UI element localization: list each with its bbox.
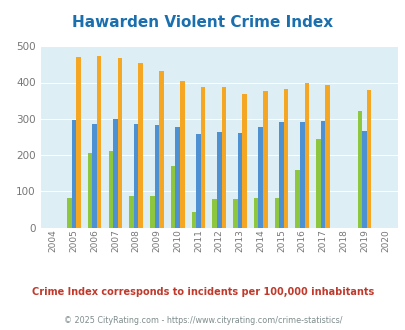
Bar bbox=[221, 87, 226, 228]
Bar bbox=[237, 133, 242, 228]
Bar bbox=[138, 63, 143, 228]
Bar bbox=[357, 111, 362, 228]
Bar bbox=[92, 123, 97, 228]
Bar bbox=[200, 87, 205, 228]
Text: Crime Index corresponds to incidents per 100,000 inhabitants: Crime Index corresponds to incidents per… bbox=[32, 287, 373, 297]
Bar bbox=[67, 198, 71, 228]
Bar bbox=[242, 94, 246, 228]
Bar bbox=[117, 58, 122, 228]
Bar bbox=[175, 127, 179, 228]
Bar bbox=[295, 170, 299, 228]
Bar bbox=[216, 131, 221, 228]
Bar bbox=[279, 122, 283, 228]
Text: Hawarden Violent Crime Index: Hawarden Violent Crime Index bbox=[72, 15, 333, 30]
Bar bbox=[253, 198, 258, 228]
Bar bbox=[315, 140, 320, 228]
Bar bbox=[76, 57, 81, 228]
Bar bbox=[212, 199, 216, 228]
Bar bbox=[171, 166, 175, 228]
Bar bbox=[324, 85, 329, 228]
Legend: Hawarden, Iowa, National: Hawarden, Iowa, National bbox=[69, 328, 368, 330]
Text: © 2025 CityRating.com - https://www.cityrating.com/crime-statistics/: © 2025 CityRating.com - https://www.city… bbox=[64, 316, 341, 325]
Bar bbox=[274, 198, 279, 228]
Bar bbox=[262, 91, 267, 228]
Bar bbox=[304, 83, 309, 228]
Bar bbox=[191, 212, 196, 228]
Bar bbox=[159, 71, 163, 228]
Bar bbox=[362, 131, 366, 228]
Bar bbox=[97, 56, 101, 228]
Bar bbox=[179, 81, 184, 228]
Bar bbox=[71, 120, 76, 228]
Bar bbox=[108, 151, 113, 228]
Bar bbox=[129, 196, 134, 228]
Bar bbox=[366, 90, 371, 228]
Bar bbox=[134, 124, 138, 228]
Bar bbox=[232, 199, 237, 228]
Bar bbox=[258, 127, 262, 228]
Bar bbox=[320, 121, 324, 228]
Bar bbox=[113, 119, 117, 228]
Bar bbox=[299, 122, 304, 228]
Bar bbox=[154, 125, 159, 228]
Bar bbox=[87, 153, 92, 228]
Bar bbox=[283, 89, 288, 228]
Bar bbox=[150, 196, 154, 228]
Bar bbox=[196, 134, 200, 228]
